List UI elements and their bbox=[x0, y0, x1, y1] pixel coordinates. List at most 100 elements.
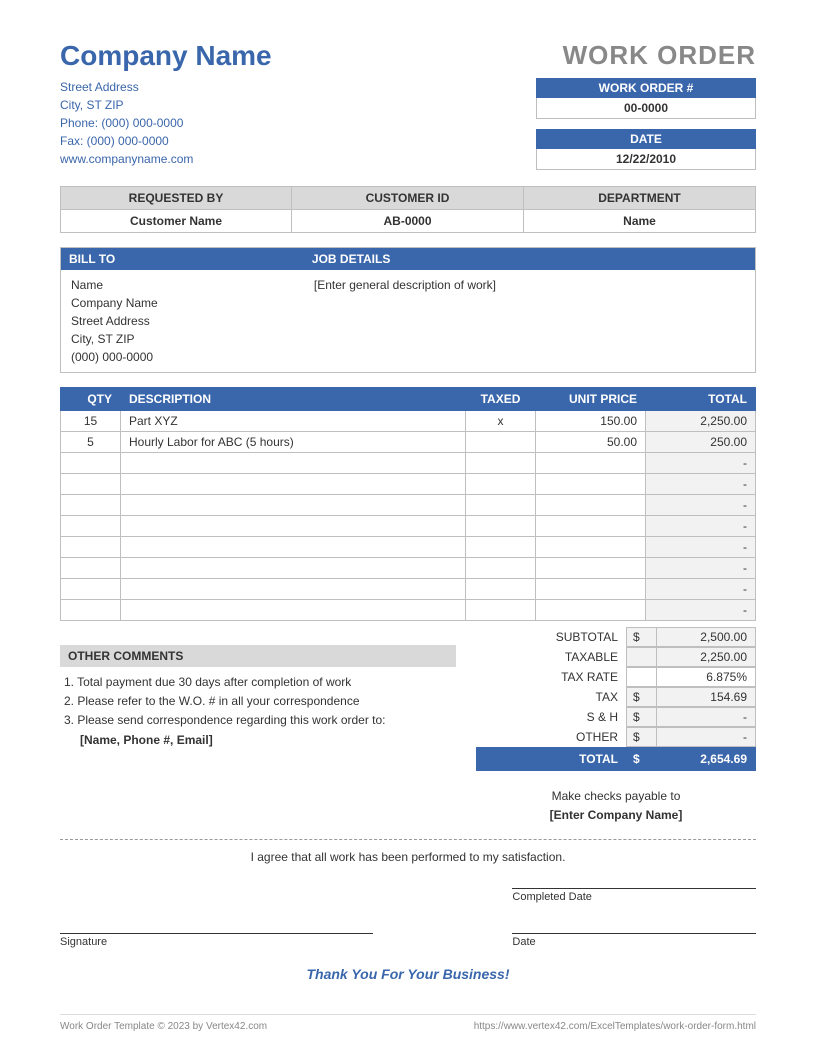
sh-label: S & H bbox=[476, 710, 626, 724]
work-order-meta: WORK ORDER # 00-0000 DATE 12/22/2010 bbox=[536, 78, 756, 170]
item-desc bbox=[121, 516, 466, 537]
table-row: - bbox=[61, 537, 756, 558]
totals-section: SUBTOTAL$2,500.00 TAXABLE2,250.00 TAX RA… bbox=[476, 627, 756, 825]
request-row: REQUESTED BY Customer Name CUSTOMER ID A… bbox=[60, 186, 756, 233]
bill-phone: (000) 000-0000 bbox=[71, 348, 294, 366]
taxable-val: 2,250.00 bbox=[656, 647, 756, 667]
item-qty bbox=[61, 453, 121, 474]
item-price bbox=[536, 537, 646, 558]
total-val: 2,654.69 bbox=[656, 747, 756, 771]
item-total: - bbox=[646, 453, 756, 474]
other-label: OTHER bbox=[476, 730, 626, 744]
job-details-body: [Enter general description of work] bbox=[304, 270, 755, 366]
item-qty: 15 bbox=[61, 411, 121, 432]
item-desc: Hourly Labor for ABC (5 hours) bbox=[121, 432, 466, 453]
table-row: - bbox=[61, 495, 756, 516]
subtotal-label: SUBTOTAL bbox=[476, 630, 626, 644]
item-price bbox=[536, 495, 646, 516]
divider bbox=[60, 839, 756, 840]
col-price: UNIT PRICE bbox=[536, 388, 646, 411]
item-desc bbox=[121, 537, 466, 558]
item-total: - bbox=[646, 516, 756, 537]
item-desc bbox=[121, 579, 466, 600]
date-label: DATE bbox=[536, 129, 756, 149]
table-row: - bbox=[61, 453, 756, 474]
bill-job-section: BILL TO Name Company Name Street Address… bbox=[60, 247, 756, 373]
table-row: - bbox=[61, 579, 756, 600]
comments-label: OTHER COMMENTS bbox=[60, 645, 456, 667]
taxrate-val: 6.875% bbox=[656, 667, 756, 687]
thank-you: Thank You For Your Business! bbox=[60, 966, 756, 982]
item-qty bbox=[61, 516, 121, 537]
tax-cur: $ bbox=[626, 687, 656, 707]
other-val: - bbox=[656, 727, 756, 747]
item-qty bbox=[61, 579, 121, 600]
payable-line2: [Enter Company Name] bbox=[476, 806, 756, 825]
company-phone: Phone: (000) 000-0000 bbox=[60, 114, 193, 132]
table-row: 5Hourly Labor for ABC (5 hours)50.00250.… bbox=[61, 432, 756, 453]
company-fax: Fax: (000) 000-0000 bbox=[60, 132, 193, 150]
other-cur: $ bbox=[626, 727, 656, 747]
item-desc bbox=[121, 600, 466, 621]
table-row: - bbox=[61, 558, 756, 579]
total-label: TOTAL bbox=[476, 752, 626, 766]
item-taxed bbox=[466, 474, 536, 495]
tax-val: 154.69 bbox=[656, 687, 756, 707]
bill-street: Street Address bbox=[71, 312, 294, 330]
item-qty bbox=[61, 558, 121, 579]
item-total: - bbox=[646, 495, 756, 516]
bill-to-label: BILL TO bbox=[61, 248, 304, 270]
company-info: Street Address City, ST ZIP Phone: (000)… bbox=[60, 78, 193, 170]
table-row: - bbox=[61, 600, 756, 621]
item-qty bbox=[61, 600, 121, 621]
comment-contact: [Name, Phone #, Email] bbox=[64, 731, 452, 750]
item-taxed: x bbox=[466, 411, 536, 432]
item-taxed bbox=[466, 516, 536, 537]
document-title: WORK ORDER bbox=[563, 40, 756, 71]
item-total: - bbox=[646, 537, 756, 558]
wo-number-label: WORK ORDER # bbox=[536, 78, 756, 98]
item-price bbox=[536, 516, 646, 537]
company-website: www.companyname.com bbox=[60, 150, 193, 168]
company-citystzip: City, ST ZIP bbox=[60, 96, 193, 114]
item-price: 150.00 bbox=[536, 411, 646, 432]
signature-line: Signature bbox=[60, 933, 373, 948]
department-label: DEPARTMENT bbox=[524, 186, 756, 210]
requested-by-label: REQUESTED BY bbox=[60, 186, 292, 210]
item-price bbox=[536, 600, 646, 621]
item-taxed bbox=[466, 537, 536, 558]
table-row: - bbox=[61, 474, 756, 495]
footer-left: Work Order Template © 2023 by Vertex42.c… bbox=[60, 1021, 267, 1032]
item-total: - bbox=[646, 600, 756, 621]
table-row: - bbox=[61, 516, 756, 537]
subtotal-cur: $ bbox=[626, 627, 656, 647]
item-price bbox=[536, 558, 646, 579]
item-price bbox=[536, 579, 646, 600]
item-total: 250.00 bbox=[646, 432, 756, 453]
item-price bbox=[536, 453, 646, 474]
item-taxed bbox=[466, 432, 536, 453]
company-name: Company Name bbox=[60, 40, 272, 72]
table-row: 15Part XYZx150.002,250.00 bbox=[61, 411, 756, 432]
bill-citystzip: City, ST ZIP bbox=[71, 330, 294, 348]
item-total: 2,250.00 bbox=[646, 411, 756, 432]
wo-number: 00-0000 bbox=[536, 98, 756, 119]
date-value: 12/22/2010 bbox=[536, 149, 756, 170]
signature-section: Completed Date bbox=[60, 888, 756, 903]
item-price bbox=[536, 474, 646, 495]
total-cur: $ bbox=[626, 747, 656, 771]
item-total: - bbox=[646, 474, 756, 495]
sh-cur: $ bbox=[626, 707, 656, 727]
company-street: Street Address bbox=[60, 78, 193, 96]
col-total: TOTAL bbox=[646, 388, 756, 411]
payable-line1: Make checks payable to bbox=[476, 787, 756, 806]
requested-by: Customer Name bbox=[60, 210, 292, 233]
tax-label: TAX bbox=[476, 690, 626, 704]
item-desc bbox=[121, 474, 466, 495]
comment-1: 1. Total payment due 30 days after compl… bbox=[64, 673, 452, 692]
item-total: - bbox=[646, 579, 756, 600]
bill-name: Name bbox=[71, 276, 294, 294]
job-details-label: JOB DETAILS bbox=[304, 248, 755, 270]
item-taxed bbox=[466, 453, 536, 474]
comments-section: OTHER COMMENTS 1. Total payment due 30 d… bbox=[60, 627, 456, 825]
